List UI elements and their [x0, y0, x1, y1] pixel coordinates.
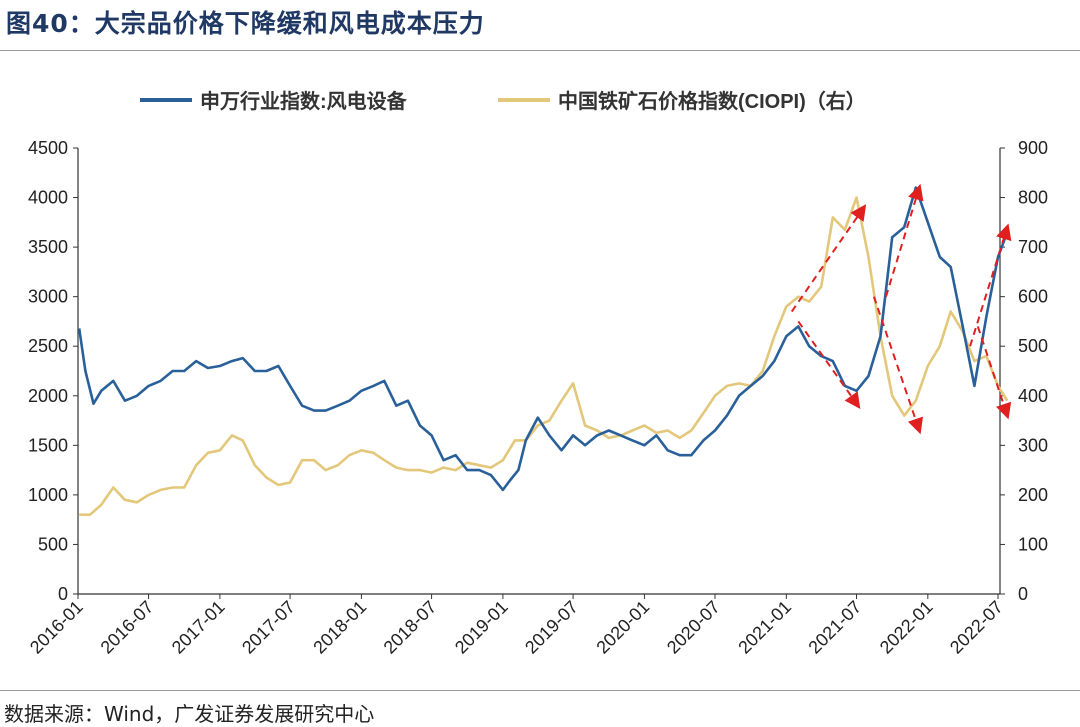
- x-tick-label: 2021-01: [734, 597, 795, 658]
- y-right-tick-label: 200: [1018, 485, 1048, 505]
- x-tick-label: 2019-07: [521, 597, 582, 658]
- y-right-tick-label: 800: [1018, 188, 1048, 208]
- series-line-0: [77, 186, 1009, 492]
- chart-legend: 申万行业指数:风电设备 中国铁矿石价格指数(CIOPI)（右）: [140, 89, 866, 113]
- chart-annotations: [790, 183, 1012, 435]
- source-note: 数据来源：Wind，广发证券发展研究中心: [4, 702, 375, 726]
- source-divider: [0, 690, 1080, 691]
- trend-arrow-2: [797, 320, 861, 409]
- y-left-tick-label: 500: [38, 534, 68, 554]
- x-tick-label: 2020-01: [592, 597, 653, 658]
- trend-arrow-5: [969, 223, 1012, 347]
- trend-arrow-6: [976, 326, 1012, 420]
- x-tick-label: 2017-07: [238, 597, 299, 658]
- x-tick-label: 2021-07: [804, 597, 865, 658]
- y-right-tick-label: 400: [1018, 386, 1048, 406]
- x-tick-label: 2019-01: [451, 597, 512, 658]
- x-tick-label: 2018-01: [309, 597, 370, 658]
- x-tick-label: 2016-07: [97, 597, 158, 658]
- y-left-tick-label: 4500: [28, 138, 68, 158]
- chart: 申万行业指数:风电设备 中国铁矿石价格指数(CIOPI)（右） 050010001…: [26, 89, 1048, 658]
- x-tick-label: 2020-07: [663, 597, 724, 658]
- y-left-tick-label: 4000: [28, 188, 68, 208]
- y-left-tick-label: 3500: [28, 237, 68, 257]
- trend-arrow-1: [790, 204, 867, 313]
- series-line-1: [79, 196, 1009, 516]
- x-tick-label: 2018-07: [380, 597, 441, 658]
- chart-series: [77, 186, 1009, 516]
- y-right-tick-label: 500: [1018, 336, 1048, 356]
- figure-title: 图40：大宗品价格下降缓和风电成本压力: [6, 9, 485, 38]
- y-left-tick-label: 3000: [28, 287, 68, 307]
- y-right-tick-label: 100: [1018, 534, 1048, 554]
- legend-label-1: 中国铁矿石价格指数(CIOPI)（右）: [558, 89, 866, 113]
- y-right-tick-label: 700: [1018, 237, 1048, 257]
- y-right-tick-label: 300: [1018, 435, 1048, 455]
- x-tick-label: 2016-01: [26, 597, 87, 658]
- y-right-tick-label: 600: [1018, 287, 1048, 307]
- x-tick-label: 2022-07: [946, 597, 1007, 658]
- y-right-tick-label: 900: [1018, 138, 1048, 158]
- y-left-tick-label: 2500: [28, 336, 68, 356]
- trend-arrow-3: [872, 296, 924, 435]
- y-left-tick-label: 0: [58, 584, 68, 604]
- y-left-tick-label: 1500: [28, 435, 68, 455]
- title-divider: [0, 50, 1080, 51]
- y-left-tick-label: 1000: [28, 485, 68, 505]
- x-tick-label: 2022-01: [876, 597, 937, 658]
- y-right-tick-label: 0: [1018, 584, 1028, 604]
- x-tick-label: 2017-01: [168, 597, 229, 658]
- y-left-tick-label: 2000: [28, 386, 68, 406]
- legend-label-0: 申万行业指数:风电设备: [200, 89, 408, 113]
